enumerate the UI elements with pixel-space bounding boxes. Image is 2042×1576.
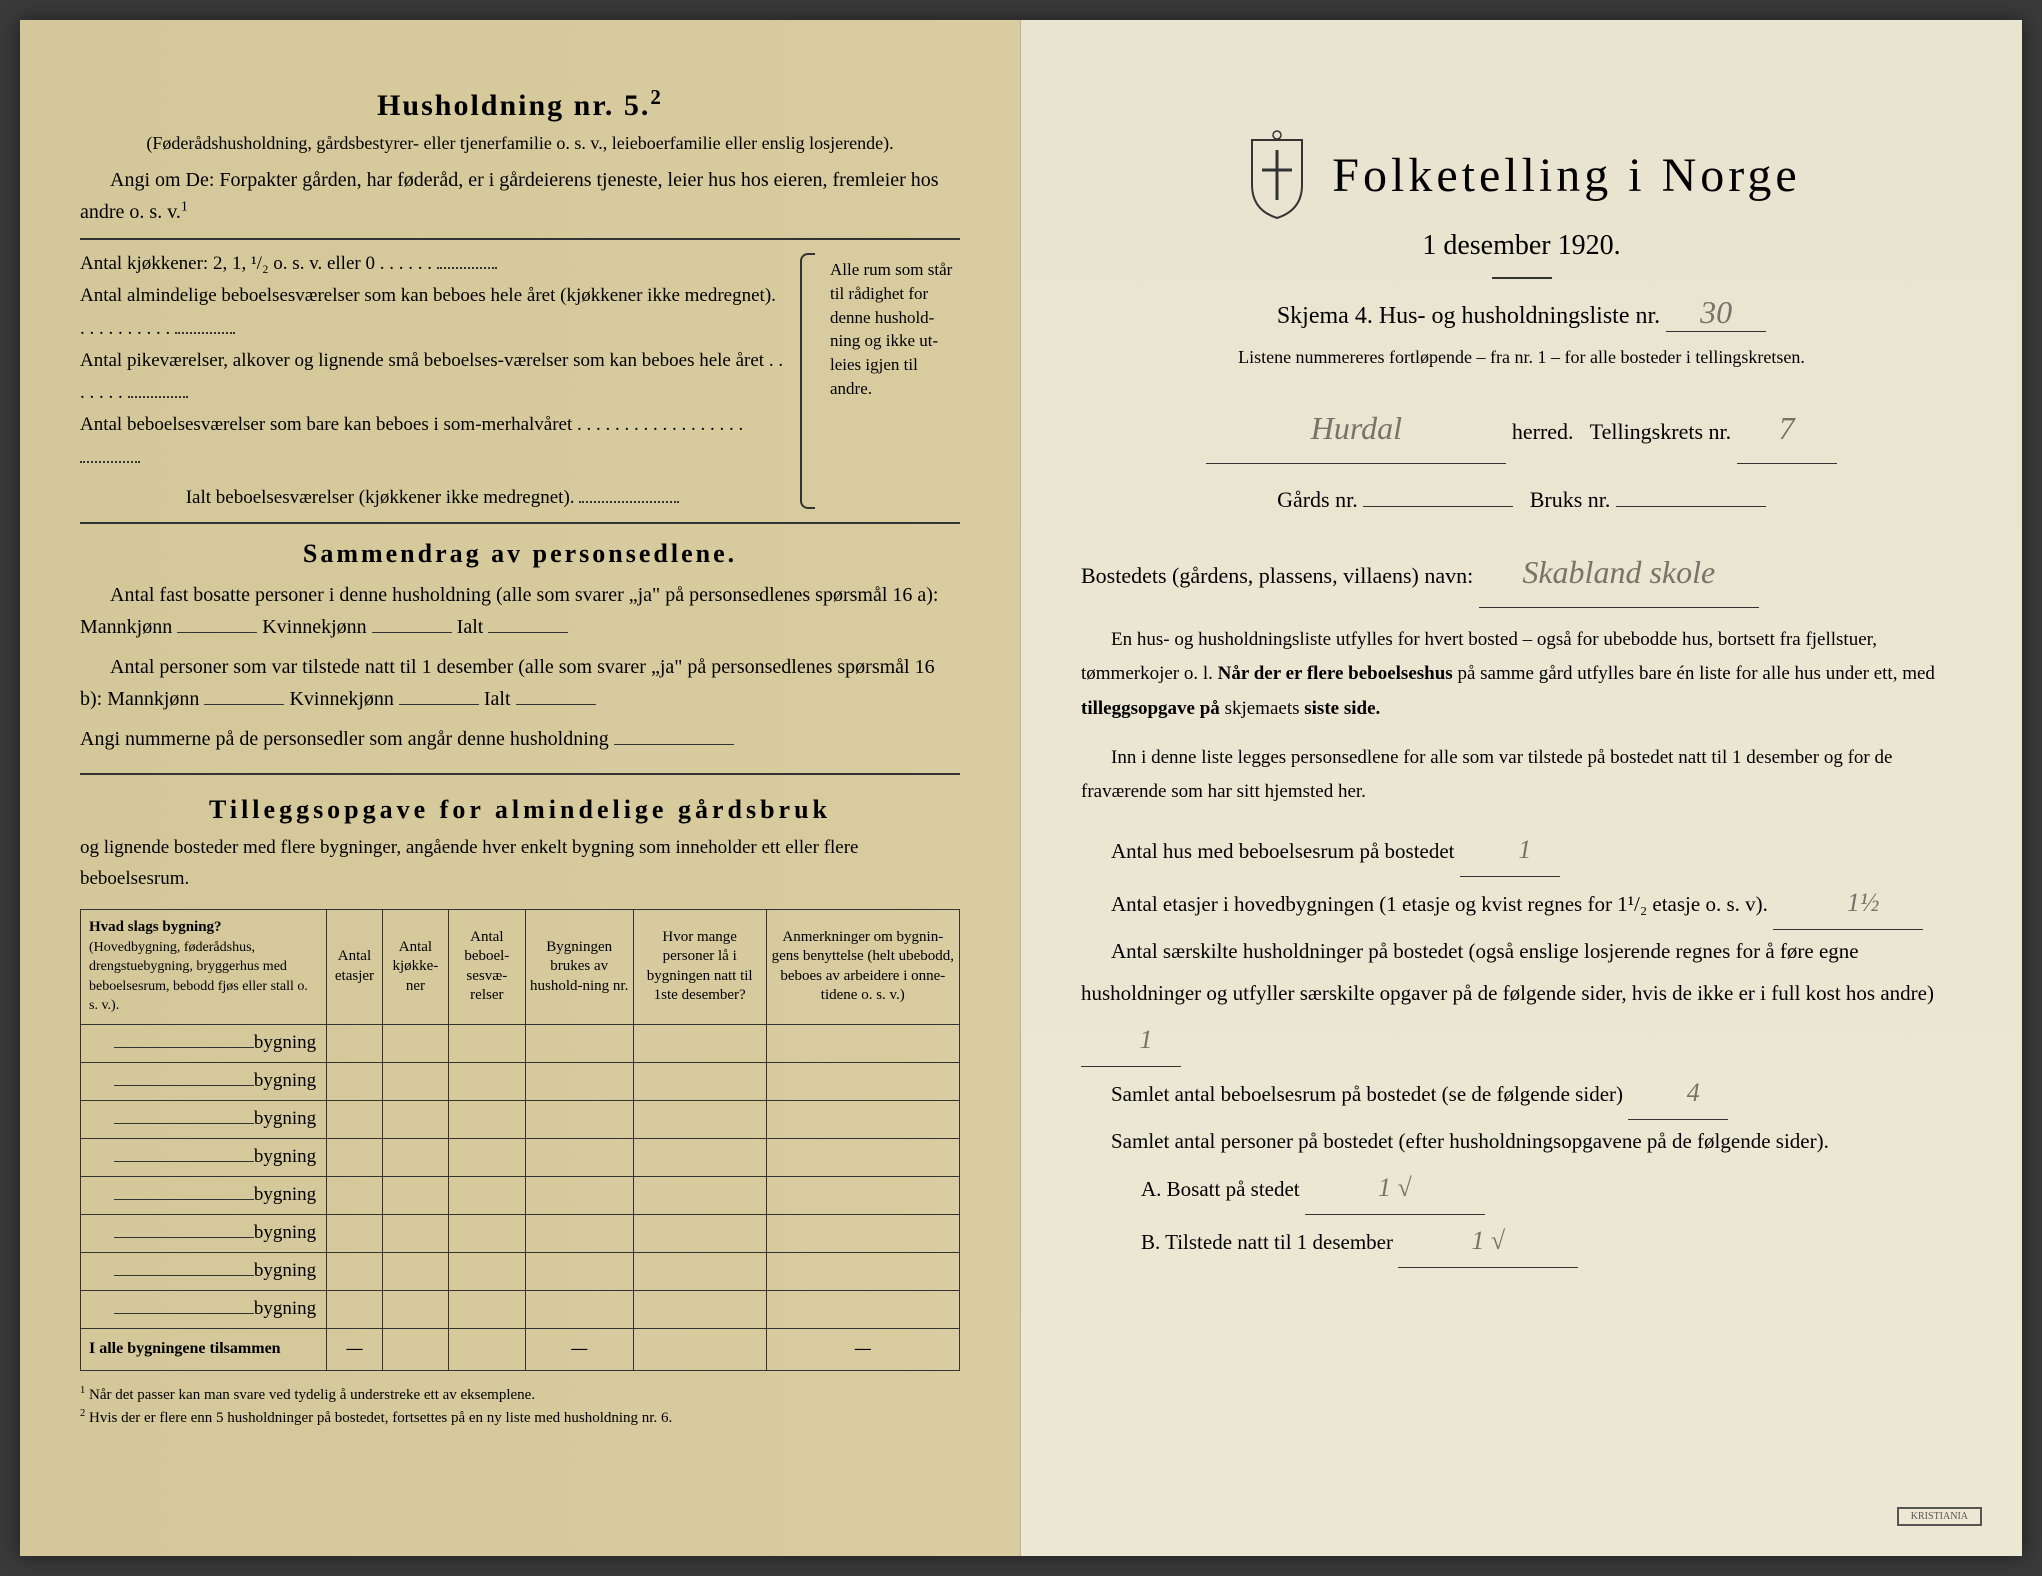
bygning-label-cell: bygning bbox=[81, 1214, 327, 1252]
table-row: bygning bbox=[81, 1062, 960, 1100]
bosatt-line: A. Bosatt på stedet 1 √ bbox=[1081, 1162, 1962, 1215]
tilstede-value: 1 √ bbox=[1398, 1215, 1578, 1268]
table-row: bygning bbox=[81, 1100, 960, 1138]
list-note: Listene nummereres fortløpende – fra nr.… bbox=[1081, 347, 1962, 368]
antal-hus-line: Antal hus med beboelsesrum på bostedet 1 bbox=[1081, 824, 1962, 877]
table-header-row: Hvad slags bygning? (Hovedbygning, føder… bbox=[81, 910, 960, 1025]
th-col5: Bygningen brukes av hushold-ning nr. bbox=[525, 910, 633, 1025]
samlet-beboelsesrum-value: 4 bbox=[1628, 1067, 1728, 1120]
kitchen-line: Antal kjøkkener: 2, 1, ¹/₂ o. s. v. elle… bbox=[80, 248, 785, 280]
household-title: Husholdning nr. 5.2 bbox=[80, 85, 960, 123]
room-total: Ialt beboelsesværelser (kjøkkener ikke m… bbox=[80, 482, 785, 514]
instruction-1: En hus- og husholdningsliste utfylles fo… bbox=[1081, 623, 1962, 726]
table-row: bygning bbox=[81, 1176, 960, 1214]
date-line: 1 desember 1920. bbox=[1081, 230, 1962, 262]
room-line-1: Antal almindelige beboelsesværelser som … bbox=[80, 280, 785, 345]
right-page: Folketelling i Norge 1 desember 1920. Sk… bbox=[1021, 20, 2022, 1556]
herred-line: Hurdal herred. Tellingskrets nr. 7 bbox=[1081, 393, 1962, 464]
antal-hus-value: 1 bbox=[1460, 824, 1560, 877]
bosted-value: Skabland skole bbox=[1479, 537, 1759, 608]
norway-crest-icon bbox=[1242, 130, 1312, 220]
bosatt-value: 1 √ bbox=[1305, 1162, 1485, 1215]
total-label: I alle bygningene tilsammen bbox=[81, 1328, 327, 1370]
bosted-line: Bostedets (gårdens, plassens, villaens) … bbox=[1081, 537, 1962, 608]
gards-bruks-line: Gårds nr. Bruks nr. bbox=[1081, 476, 1962, 524]
tilstede-line: B. Tilstede natt til 1 desember 1 √ bbox=[1081, 1215, 1962, 1268]
room-section: Antal kjøkkener: 2, 1, ¹/₂ o. s. v. elle… bbox=[80, 238, 960, 524]
th-col2: Antal etasjer bbox=[327, 910, 383, 1025]
table-row: bygning bbox=[81, 1024, 960, 1062]
table-total-row: I alle bygningene tilsammen — — — bbox=[81, 1328, 960, 1370]
room-line-2: Antal pikeværelser, alkover og lignende … bbox=[80, 345, 785, 410]
footnote-2: 2 Hvis der er flere enn 5 husholdninger … bbox=[80, 1406, 960, 1430]
bygning-label-cell: bygning bbox=[81, 1252, 327, 1290]
bygning-label-cell: bygning bbox=[81, 1100, 327, 1138]
samlet-personer-line: Samlet antal personer på bostedet (efter… bbox=[1081, 1120, 1962, 1162]
antal-husholdninger-value: 1 bbox=[1081, 1014, 1181, 1067]
bygning-label-cell: bygning bbox=[81, 1138, 327, 1176]
skjema-line: Skjema 4. Hus- og husholdningsliste nr. … bbox=[1081, 294, 1962, 332]
table-row: bygning bbox=[81, 1138, 960, 1176]
crest-svg bbox=[1242, 130, 1312, 220]
footnotes: 1 Når det passer kan man svare ved tydel… bbox=[80, 1383, 960, 1430]
footnote-1: 1 Når det passer kan man svare ved tydel… bbox=[80, 1383, 960, 1407]
summary-title: Sammendrag av personsedlene. bbox=[80, 539, 960, 569]
th-col7: Anmerkninger om bygnin-gens benyttelse (… bbox=[766, 910, 959, 1025]
th-col4: Antal beboel-sesvæ-relser bbox=[449, 910, 526, 1025]
divider bbox=[1492, 277, 1552, 279]
summary-section: Sammendrag av personsedlene. Antal fast … bbox=[80, 539, 960, 775]
bygning-label-cell: bygning bbox=[81, 1290, 327, 1328]
room-lines: Antal kjøkkener: 2, 1, ¹/₂ o. s. v. elle… bbox=[80, 248, 785, 514]
bygning-label-cell: bygning bbox=[81, 1176, 327, 1214]
form-fields: Antal hus med beboelsesrum på bostedet 1… bbox=[1081, 824, 1962, 1268]
bygning-label-cell: bygning bbox=[81, 1024, 327, 1062]
table-row: bygning bbox=[81, 1214, 960, 1252]
main-title: Folketelling i Norge bbox=[1081, 130, 1962, 220]
antal-etasjer-line: Antal etasjer i hovedbygningen (1 etasje… bbox=[1081, 877, 1962, 930]
census-document: Husholdning nr. 5.2 (Føderådshusholdning… bbox=[20, 20, 2022, 1556]
th-col3: Antal kjøkke-ner bbox=[382, 910, 448, 1025]
summary-line-2: Antal personer som var tilstede natt til… bbox=[80, 651, 960, 715]
antal-husholdninger-line: Antal særskilte husholdninger på bostede… bbox=[1081, 930, 1962, 1067]
herred-value: Hurdal bbox=[1206, 393, 1506, 464]
household-subtitle: (Føderådshusholdning, gårdsbestyrer- ell… bbox=[80, 133, 960, 154]
list-number: 30 bbox=[1666, 294, 1766, 332]
table-row: bygning bbox=[81, 1252, 960, 1290]
table-row: bygning bbox=[81, 1290, 960, 1328]
bygning-table: Hvad slags bygning? (Hovedbygning, føder… bbox=[80, 909, 960, 1371]
left-page: Husholdning nr. 5.2 (Føderådshusholdning… bbox=[20, 20, 1021, 1556]
room-bracket bbox=[800, 253, 815, 509]
angi-line: Angi om De: Forpakter gården, har føderå… bbox=[80, 164, 960, 228]
antal-etasjer-value: 1½ bbox=[1773, 877, 1923, 930]
summary-line-3: Angi nummerne på de personsedler som ang… bbox=[80, 723, 960, 755]
printer-stamp: KRISTIANIA bbox=[1897, 1507, 1982, 1526]
bygning-label-cell: bygning bbox=[81, 1062, 327, 1100]
th-col6: Hvor mange personer lå i bygningen natt … bbox=[633, 910, 766, 1025]
summary-line-1: Antal fast bosatte personer i denne hush… bbox=[80, 579, 960, 643]
room-line-3: Antal beboelsesværelser som bare kan beb… bbox=[80, 409, 785, 474]
tellingskrets-value: 7 bbox=[1737, 393, 1837, 464]
th-col1: Hvad slags bygning? (Hovedbygning, føder… bbox=[81, 910, 327, 1025]
samlet-beboelsesrum-line: Samlet antal beboelsesrum på bostedet (s… bbox=[1081, 1067, 1962, 1120]
room-bracket-note: Alle rum som står til rådighet for denne… bbox=[830, 248, 960, 514]
instruction-2: Inn i denne liste legges personsedlene f… bbox=[1081, 741, 1962, 809]
tilleggs-subtitle: og lignende bosteder med flere bygninger… bbox=[80, 833, 960, 894]
tilleggs-title: Tilleggsopgave for almindelige gårdsbruk bbox=[80, 795, 960, 825]
